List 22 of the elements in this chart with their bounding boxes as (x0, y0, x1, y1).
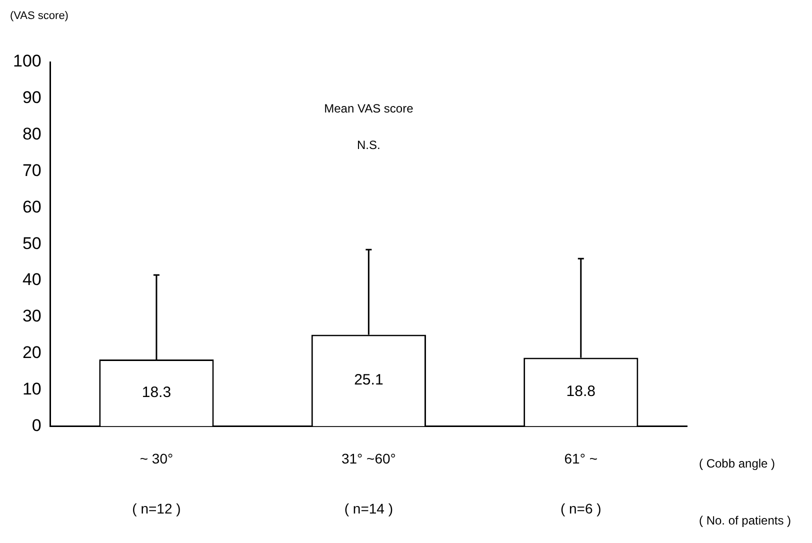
y-tick-label: 80 (22, 124, 42, 144)
text: ( No. of patients ) (699, 514, 792, 528)
y-tick-label: 70 (22, 160, 42, 180)
annotation: N.S. (357, 138, 380, 152)
y-tick-label: 60 (22, 197, 42, 216)
data-label: 18.3 (142, 384, 172, 402)
y-tick-label: 0 (32, 416, 42, 435)
y-tick-label: 40 (22, 270, 42, 290)
y-tick-label: 50 (22, 234, 42, 253)
data-label: 18.8 (566, 383, 596, 400)
y-tick-label: 10 (22, 379, 42, 398)
text: ( Cobb angle ) (699, 456, 776, 471)
category-label: 31° ~60° ( n=14 ) (341, 450, 396, 517)
y-axis-title: (VAS score) (10, 10, 68, 22)
y-tick-label: 100 (12, 52, 42, 71)
y-tick-label: 20 (22, 343, 42, 362)
y-tick-label: 30 (22, 306, 42, 326)
category-label: ~ 30° ( n=12 ) (132, 450, 181, 517)
data-label: 25.1 (354, 372, 384, 389)
text: Mean VAS score (324, 102, 414, 116)
y-tick-label: 90 (22, 88, 42, 108)
category-label: 61° ~ ( n=6 ) (560, 450, 602, 517)
